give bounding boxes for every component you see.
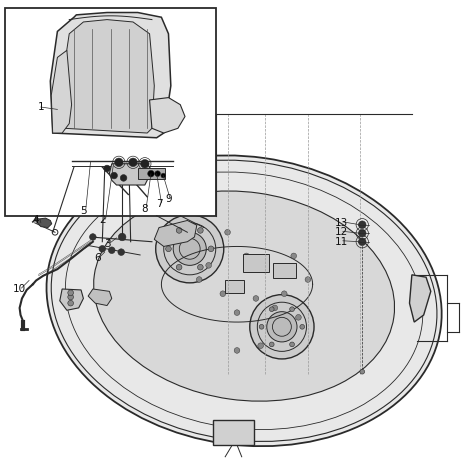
Text: 2: 2 <box>99 216 106 226</box>
Circle shape <box>161 173 165 178</box>
FancyBboxPatch shape <box>225 280 244 293</box>
Text: 4: 4 <box>33 216 39 226</box>
Text: 8: 8 <box>142 204 148 214</box>
Circle shape <box>290 307 294 311</box>
FancyBboxPatch shape <box>213 420 254 445</box>
Circle shape <box>220 291 226 297</box>
FancyBboxPatch shape <box>243 254 269 272</box>
Polygon shape <box>155 220 197 246</box>
Circle shape <box>148 170 155 177</box>
Circle shape <box>244 253 249 259</box>
Text: 12: 12 <box>334 227 347 237</box>
Circle shape <box>269 307 274 311</box>
Circle shape <box>99 246 106 252</box>
Polygon shape <box>88 289 112 306</box>
Circle shape <box>129 158 137 166</box>
Circle shape <box>198 228 203 233</box>
Circle shape <box>118 233 126 241</box>
Circle shape <box>282 291 287 297</box>
Circle shape <box>258 343 264 348</box>
Ellipse shape <box>46 155 442 446</box>
FancyBboxPatch shape <box>138 168 165 179</box>
Circle shape <box>291 253 297 259</box>
Circle shape <box>305 277 311 283</box>
Text: 10: 10 <box>13 284 26 294</box>
Circle shape <box>358 229 366 237</box>
Circle shape <box>68 301 73 306</box>
Circle shape <box>272 305 278 311</box>
Circle shape <box>269 342 274 347</box>
Polygon shape <box>60 289 83 310</box>
Circle shape <box>238 429 246 437</box>
Circle shape <box>253 296 259 301</box>
Circle shape <box>68 294 73 300</box>
FancyBboxPatch shape <box>273 263 296 278</box>
Polygon shape <box>35 216 52 228</box>
Circle shape <box>120 174 127 181</box>
Circle shape <box>173 232 206 265</box>
Circle shape <box>300 324 305 329</box>
Circle shape <box>219 429 227 437</box>
Circle shape <box>259 324 264 329</box>
Polygon shape <box>62 19 155 133</box>
Circle shape <box>250 295 314 359</box>
Circle shape <box>109 247 115 254</box>
Polygon shape <box>51 50 72 133</box>
Circle shape <box>176 264 182 270</box>
Circle shape <box>90 234 96 240</box>
Circle shape <box>208 246 214 252</box>
Circle shape <box>118 249 125 255</box>
Circle shape <box>198 264 203 270</box>
Circle shape <box>416 283 422 290</box>
Circle shape <box>360 369 365 374</box>
Circle shape <box>165 246 171 252</box>
Text: 6: 6 <box>94 253 101 263</box>
Circle shape <box>115 158 123 166</box>
Circle shape <box>104 165 110 172</box>
Polygon shape <box>150 98 185 133</box>
Circle shape <box>155 171 160 176</box>
Text: 11: 11 <box>334 237 347 247</box>
Circle shape <box>296 315 301 320</box>
Circle shape <box>267 312 297 342</box>
Circle shape <box>68 290 73 296</box>
Ellipse shape <box>94 191 394 401</box>
Circle shape <box>228 429 236 437</box>
Circle shape <box>358 238 366 246</box>
Text: 9: 9 <box>165 194 172 204</box>
FancyBboxPatch shape <box>5 8 216 216</box>
Text: 3: 3 <box>104 239 110 249</box>
Polygon shape <box>410 275 431 322</box>
Circle shape <box>416 305 422 311</box>
Circle shape <box>263 267 268 273</box>
Circle shape <box>111 172 118 179</box>
Circle shape <box>206 263 211 268</box>
Circle shape <box>118 174 126 182</box>
Text: 13: 13 <box>334 218 347 228</box>
Circle shape <box>176 228 182 233</box>
Circle shape <box>141 159 149 168</box>
Circle shape <box>156 215 224 283</box>
Text: 1: 1 <box>37 102 44 112</box>
Circle shape <box>358 221 366 228</box>
Polygon shape <box>109 164 152 185</box>
Text: 5: 5 <box>80 206 87 216</box>
Circle shape <box>234 310 240 316</box>
Polygon shape <box>50 12 171 138</box>
Circle shape <box>234 347 240 353</box>
Circle shape <box>196 277 202 283</box>
Circle shape <box>225 229 230 235</box>
Text: 7: 7 <box>155 199 162 209</box>
Circle shape <box>290 342 294 347</box>
